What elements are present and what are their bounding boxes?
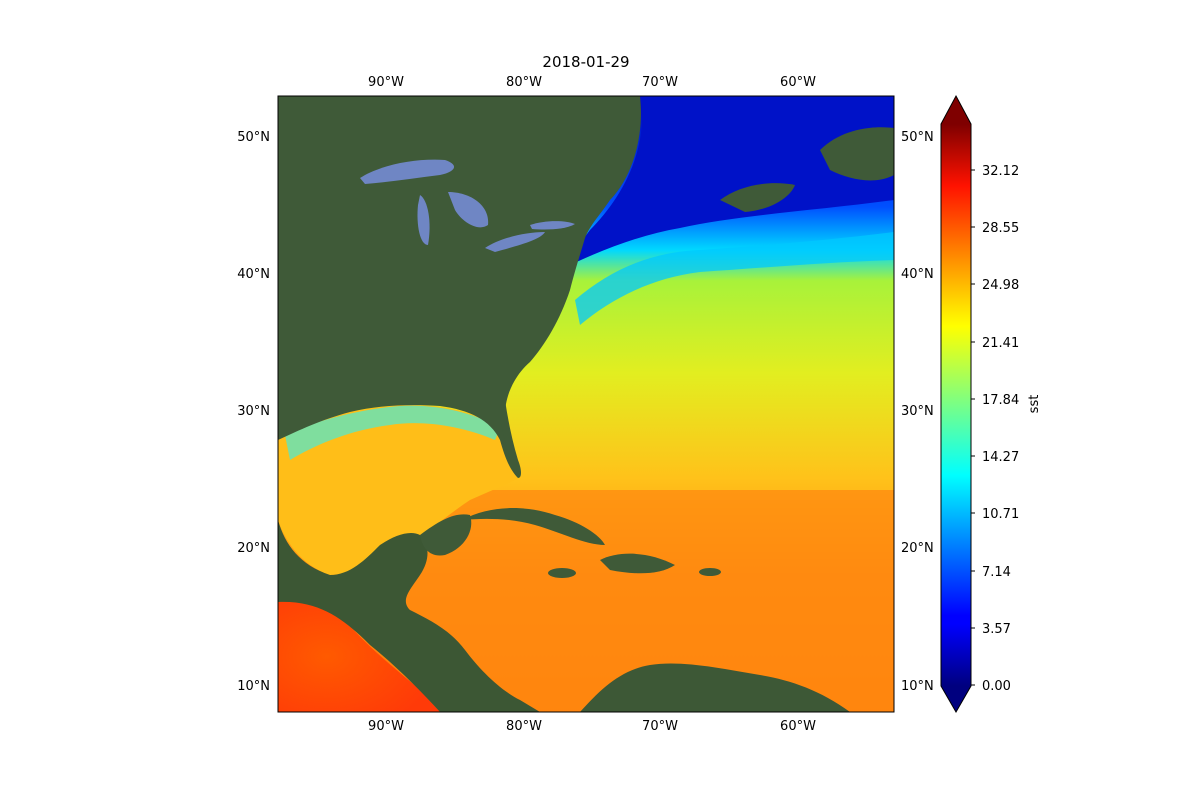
lon-tick-label: 70°W bbox=[642, 75, 678, 90]
colorbar-extend-max bbox=[941, 96, 971, 124]
colorbar-tick-label: 3.57 bbox=[982, 622, 1011, 637]
lake-superior bbox=[360, 159, 455, 184]
lat-tick-label: 50°N bbox=[901, 130, 934, 145]
jamaica-island bbox=[548, 568, 576, 578]
lat-ticks-left: 10°N 20°N 30°N 40°N 50°N bbox=[237, 130, 270, 694]
yucatan-peninsula bbox=[420, 514, 472, 556]
lat-ticks-right: 10°N 20°N 30°N 40°N 50°N bbox=[901, 130, 934, 694]
colorbar-tick-label: 7.14 bbox=[982, 565, 1011, 580]
colorbar-tick-label: 24.98 bbox=[982, 278, 1019, 293]
lat-tick-label: 10°N bbox=[237, 679, 270, 694]
lake-huron bbox=[448, 192, 489, 228]
lake-michigan bbox=[417, 195, 430, 245]
cuba-island bbox=[462, 508, 605, 545]
lon-tick-label: 80°W bbox=[506, 75, 542, 90]
colorbar-tick-label: 10.71 bbox=[982, 507, 1019, 522]
lat-tick-label: 50°N bbox=[237, 130, 270, 145]
lat-tick-label: 30°N bbox=[901, 404, 934, 419]
lake-erie bbox=[485, 232, 545, 252]
lon-ticks-top: 90°W 80°W 70°W 60°W bbox=[368, 75, 816, 90]
colorbar: 0.00 3.57 7.14 10.71 14.27 17.84 21.41 2… bbox=[940, 94, 1042, 714]
north-america-land bbox=[278, 96, 641, 478]
cold-northern-waters bbox=[560, 96, 894, 270]
colorbar-tick-label: 32.12 bbox=[982, 164, 1019, 179]
shelf-front bbox=[575, 232, 894, 325]
florida-peninsula bbox=[500, 400, 521, 478]
gulf-of-mexico bbox=[278, 404, 520, 575]
map-title: 2018-01-29 bbox=[542, 53, 629, 71]
central-america-land bbox=[278, 520, 540, 712]
colorbar-tick-label: 17.84 bbox=[982, 393, 1019, 408]
colorbar-extend-min bbox=[941, 686, 971, 712]
south-america-land bbox=[580, 663, 850, 712]
colorbar-outline bbox=[940, 94, 972, 714]
colorbar-ticks: 0.00 3.57 7.14 10.71 14.27 17.84 21.41 2… bbox=[971, 164, 1019, 694]
colorbar-tick-label: 21.41 bbox=[982, 336, 1019, 351]
lat-tick-label: 40°N bbox=[237, 267, 270, 282]
maritimes-land bbox=[720, 183, 795, 212]
lon-tick-label: 70°W bbox=[642, 719, 678, 734]
colorbar-tick-label: 14.27 bbox=[982, 450, 1019, 465]
lon-tick-label: 90°W bbox=[368, 719, 404, 734]
colorbar-label: sst bbox=[1027, 395, 1042, 414]
lake-ontario bbox=[530, 221, 575, 230]
puerto-rico-island bbox=[699, 568, 721, 576]
colorbar-tick-label: 0.00 bbox=[982, 679, 1011, 694]
colorbar-tick-label: 28.55 bbox=[982, 221, 1019, 236]
lon-tick-label: 60°W bbox=[780, 719, 816, 734]
lat-tick-label: 20°N bbox=[901, 541, 934, 556]
newfoundland-land bbox=[820, 127, 894, 181]
lon-tick-label: 90°W bbox=[368, 75, 404, 90]
hispaniola-island bbox=[600, 553, 675, 574]
lat-tick-label: 40°N bbox=[901, 267, 934, 282]
lon-tick-label: 80°W bbox=[506, 719, 542, 734]
gulf-cool-shelf bbox=[285, 405, 500, 460]
lat-tick-label: 10°N bbox=[901, 679, 934, 694]
lon-tick-label: 60°W bbox=[780, 75, 816, 90]
lon-ticks-bottom: 90°W 80°W 70°W 60°W bbox=[368, 719, 816, 734]
lat-tick-label: 30°N bbox=[237, 404, 270, 419]
pacific-warm-region bbox=[278, 600, 440, 712]
lat-tick-label: 20°N bbox=[237, 541, 270, 556]
map-panel bbox=[278, 96, 894, 712]
map-frame bbox=[277, 95, 895, 713]
colorbar-gradient bbox=[941, 124, 971, 686]
